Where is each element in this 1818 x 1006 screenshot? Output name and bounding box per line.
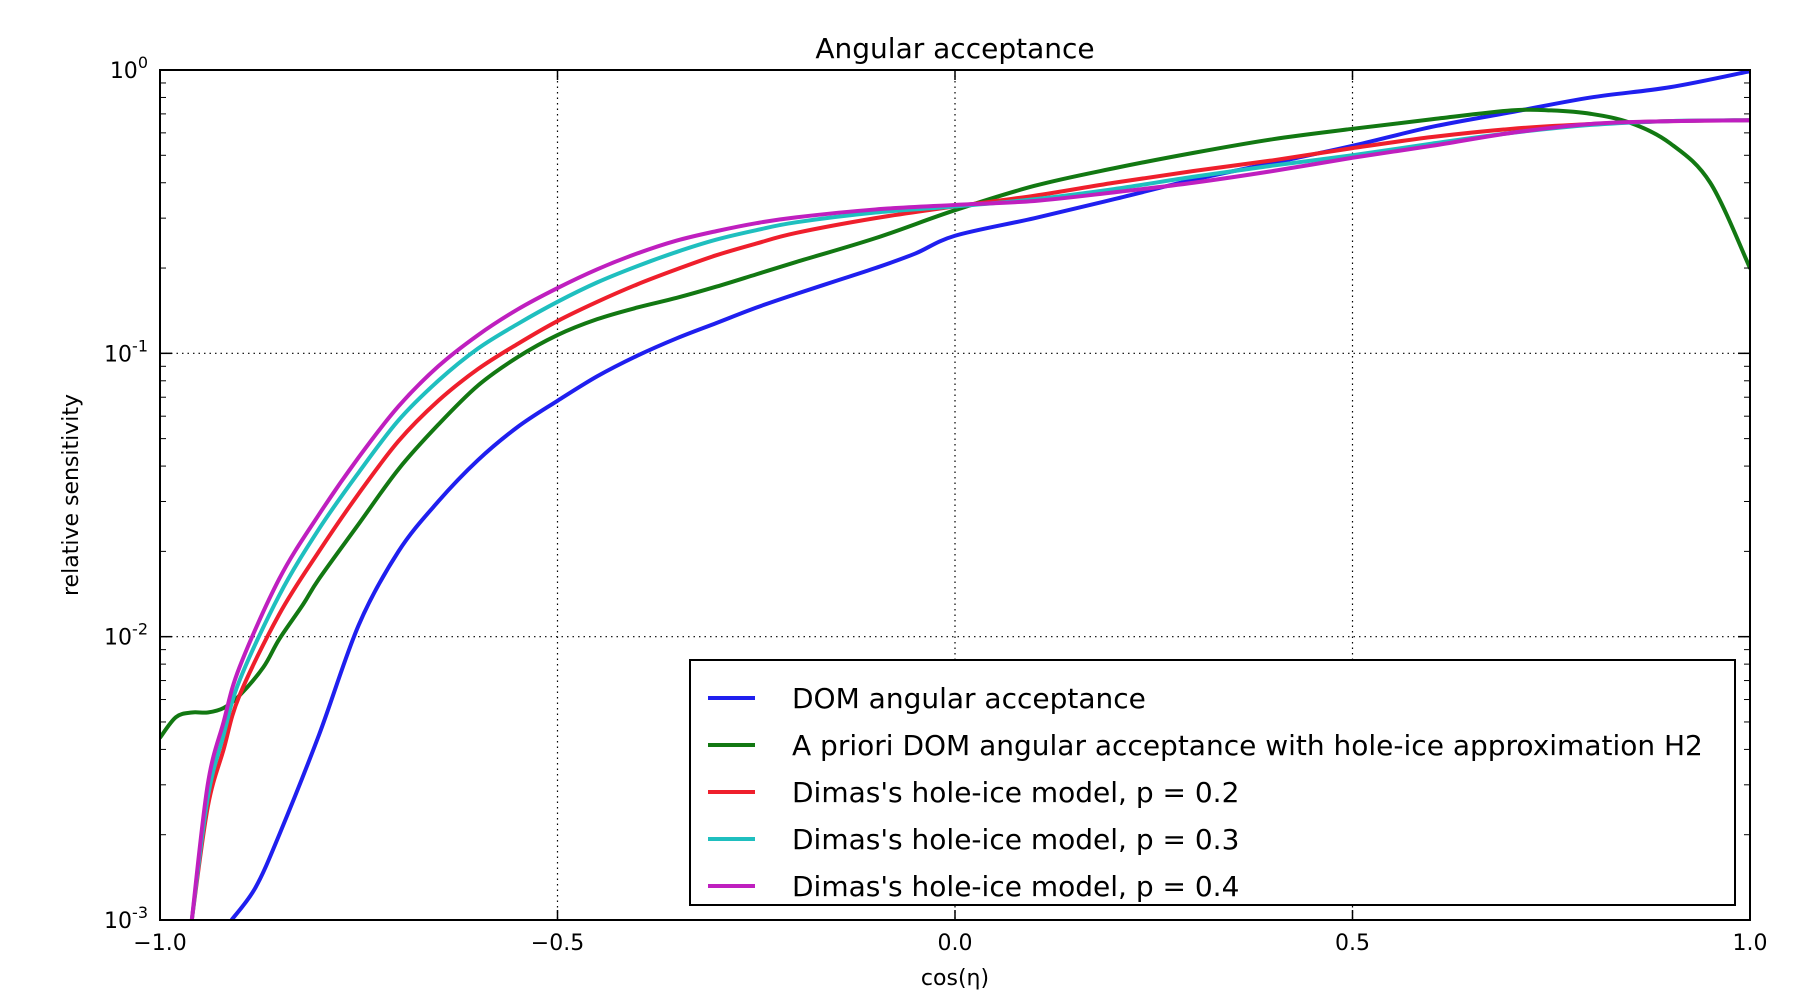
y-tick-exponent: -2	[132, 620, 148, 639]
x-tick-label: 0.5	[1335, 931, 1370, 956]
series-line-4	[189, 118, 1750, 920]
y-tick-exponent: 0	[138, 53, 148, 72]
y-tick-label: 10-2	[104, 620, 148, 651]
legend-label-3: Dimas's hole-ice model, p = 0.2	[792, 776, 1239, 809]
series-lines	[160, 70, 1750, 920]
y-tick-label: 10-1	[104, 336, 148, 367]
series-line-2	[160, 107, 1750, 740]
x-tick-label: −0.5	[531, 931, 584, 956]
legend-label-5: Dimas's hole-ice model, p = 0.4	[792, 870, 1239, 903]
series-line-3	[189, 118, 1750, 920]
series-line-5	[189, 118, 1750, 920]
y-axis-title: relative sensitivity	[59, 394, 84, 596]
x-tick-label: 1.0	[1733, 931, 1768, 956]
y-tick-base: 10	[104, 342, 132, 367]
x-tick-label: −1.0	[133, 931, 186, 956]
y-tick-exponent: -3	[132, 903, 148, 922]
y-tick-base: 10	[110, 59, 138, 84]
legend-label-2: A priori DOM angular acceptance with hol…	[792, 729, 1703, 762]
series-line-1	[229, 70, 1750, 920]
legend-label-4: Dimas's hole-ice model, p = 0.3	[792, 823, 1239, 856]
y-tick-base: 10	[104, 909, 132, 934]
x-tick-label: 0.0	[938, 931, 973, 956]
legend-label-1: DOM angular acceptance	[792, 682, 1146, 715]
grid-lines	[160, 70, 1750, 920]
y-tick-exponent: -1	[132, 336, 148, 355]
y-tick-label: 100	[110, 53, 148, 84]
y-tick-label: 10-3	[104, 903, 148, 934]
x-axis-title: cos(η)	[921, 966, 989, 991]
chart-title: Angular acceptance	[815, 32, 1094, 65]
legend-box	[689, 659, 1736, 906]
y-tick-base: 10	[104, 626, 132, 651]
legend: DOM angular acceptance A priori DOM angul…	[689, 659, 1736, 906]
